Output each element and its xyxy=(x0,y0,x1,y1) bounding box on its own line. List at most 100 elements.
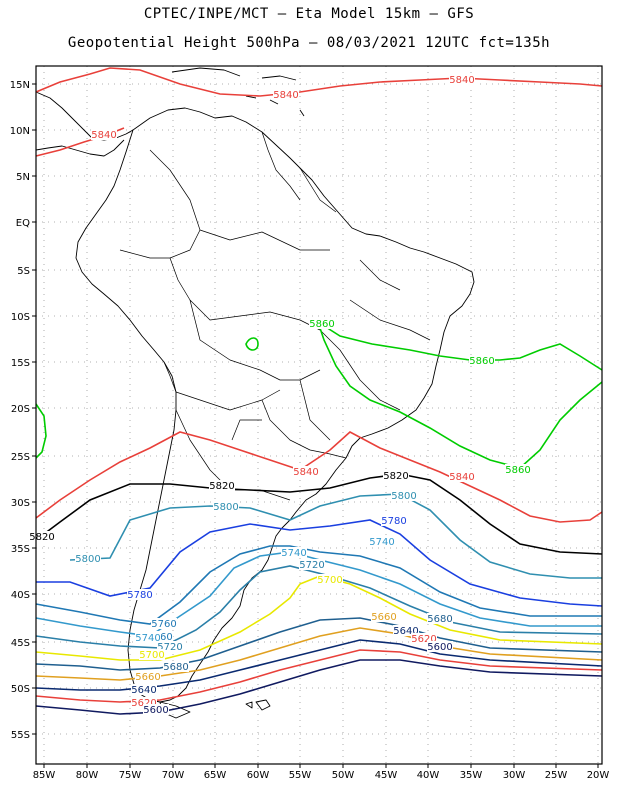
contour-label-bg xyxy=(505,464,531,475)
contour-label: 5640 xyxy=(393,626,418,637)
lon-label: 25W xyxy=(545,770,568,781)
lon-label: 35W xyxy=(460,770,483,781)
contour-label: 5600 xyxy=(143,705,168,716)
lon-label: 45W xyxy=(375,770,398,781)
lat-label: 20S xyxy=(11,404,30,415)
contour-label: 5640 xyxy=(131,685,156,696)
contour-label: 5840 xyxy=(449,472,474,483)
contour-label-bg xyxy=(383,470,409,481)
contour-label: 5720 xyxy=(157,642,182,653)
lon-label: 75W xyxy=(119,770,142,781)
contour-5680 xyxy=(35,617,603,671)
contour-label: 5700 xyxy=(317,575,342,586)
contour-label-bg xyxy=(163,661,189,672)
longitude-labels: 85W 80W 75W 70W 65W 60W 55W 50W 45W 40W 35W 30W 25W 2… xyxy=(33,764,610,781)
lat-label: 15S xyxy=(11,358,30,369)
contour-label-bg xyxy=(131,684,157,695)
lat-label: 40S xyxy=(11,590,30,601)
plot-frame xyxy=(35,65,603,765)
lon-label: 40W xyxy=(417,770,440,781)
lat-label: 45S xyxy=(11,638,30,649)
contour-label: 5740 xyxy=(281,548,306,559)
contour-label: 5840 xyxy=(273,90,298,101)
contour-label-bg xyxy=(75,553,101,564)
contour-label: 5740 xyxy=(369,537,394,548)
lat-label: 55S xyxy=(11,730,30,741)
country-borders xyxy=(119,131,431,501)
contour-label-bg xyxy=(135,671,161,682)
contour-5600 xyxy=(35,659,603,715)
contour-label-bg xyxy=(391,490,417,501)
contour-label-bg xyxy=(293,466,319,477)
lon-label: 20W xyxy=(587,770,610,781)
contour-label-bg xyxy=(157,641,183,652)
contour-label-bg xyxy=(281,547,307,558)
contour-label-bg xyxy=(309,318,335,329)
contour-5700 xyxy=(35,575,603,661)
contour-label: 5860 xyxy=(469,356,494,367)
contour-label-bg xyxy=(371,611,397,622)
contour-label: 5820 xyxy=(383,471,408,482)
lon-label: 55W xyxy=(289,770,312,781)
contour-label: 5840 xyxy=(91,130,116,141)
contour-5800 xyxy=(69,493,602,579)
contour-label: 5860 xyxy=(309,319,334,330)
title-line-1: CPTEC/INPE/MCT – Eta Model 15km – GFS xyxy=(143,6,475,22)
contour-label-bg xyxy=(213,501,239,512)
contour-label: 5620 xyxy=(131,698,156,709)
contour-label: 5840 xyxy=(449,75,474,86)
lon-label: 85W xyxy=(33,770,56,781)
contour-label-bg xyxy=(381,515,407,526)
contour-5620 xyxy=(35,649,603,703)
contour-label-bg xyxy=(273,89,299,100)
contour-label: 5780 xyxy=(127,590,152,601)
contour-label: 5800 xyxy=(75,554,100,565)
contour-5840-north xyxy=(35,67,603,97)
contour-label: 5620 xyxy=(411,634,436,645)
caribbean-islands xyxy=(171,67,305,117)
lon-label: 65W xyxy=(204,770,227,781)
contour-label: 5820 xyxy=(209,481,234,492)
contour-label: 5660 xyxy=(135,672,160,683)
contour-5860-atlantic xyxy=(317,321,603,469)
contour-label-bg xyxy=(143,704,169,715)
contour-5820 xyxy=(35,473,603,555)
lat-label: 35S xyxy=(11,544,30,555)
contour-5760 xyxy=(35,545,602,625)
contour-5860-pacific xyxy=(35,403,47,459)
title-line-2: Geopotential Height 500hPa – 08/03/2021 … xyxy=(67,35,551,51)
contour-label-bg xyxy=(469,355,495,366)
lat-label: 50S xyxy=(11,684,30,695)
contour-label: 5840 xyxy=(293,467,318,478)
lon-label: 70W xyxy=(162,770,185,781)
contour-label-bg xyxy=(317,574,343,585)
contour-label-bg xyxy=(131,697,157,708)
contour-label-bg xyxy=(427,641,453,652)
contour-label-bg xyxy=(411,633,437,644)
contour-label-bg xyxy=(449,74,475,85)
contour-label: 5660 xyxy=(371,612,396,623)
contour-5860-tropical-ring xyxy=(245,337,259,351)
contour-label: 5780 xyxy=(381,516,406,527)
contour-label: 5720 xyxy=(299,560,324,571)
falkland-islands xyxy=(245,699,271,711)
contour-label-bg xyxy=(369,536,395,547)
latitude-labels: 15N 10N 5N EQ 5S 10S 15S 20S 25S 30S 35S 40S 45S 50S 5… xyxy=(10,80,36,741)
lon-label: 50W xyxy=(332,770,355,781)
contour-label: 5860 xyxy=(505,465,530,476)
height-contours xyxy=(35,67,603,715)
lon-label: 30W xyxy=(503,770,526,781)
south-america-coastline xyxy=(75,107,475,703)
lon-label: 80W xyxy=(76,770,99,781)
lat-label: 5N xyxy=(16,172,30,183)
coastline-borders xyxy=(35,67,475,719)
central-america-coastline xyxy=(35,91,134,157)
lat-label: 5S xyxy=(17,266,30,277)
lat-label: EQ xyxy=(16,218,30,229)
contour-5840-south xyxy=(35,431,603,523)
contour-label-bg xyxy=(91,129,117,140)
contour-label-bg xyxy=(135,632,161,643)
contour-label-bg xyxy=(209,480,235,491)
contour-label-bg xyxy=(449,471,475,482)
